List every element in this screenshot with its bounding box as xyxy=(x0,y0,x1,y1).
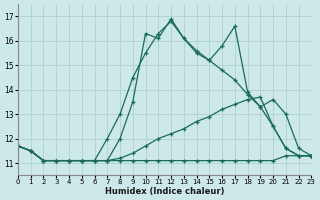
X-axis label: Humidex (Indice chaleur): Humidex (Indice chaleur) xyxy=(105,187,224,196)
